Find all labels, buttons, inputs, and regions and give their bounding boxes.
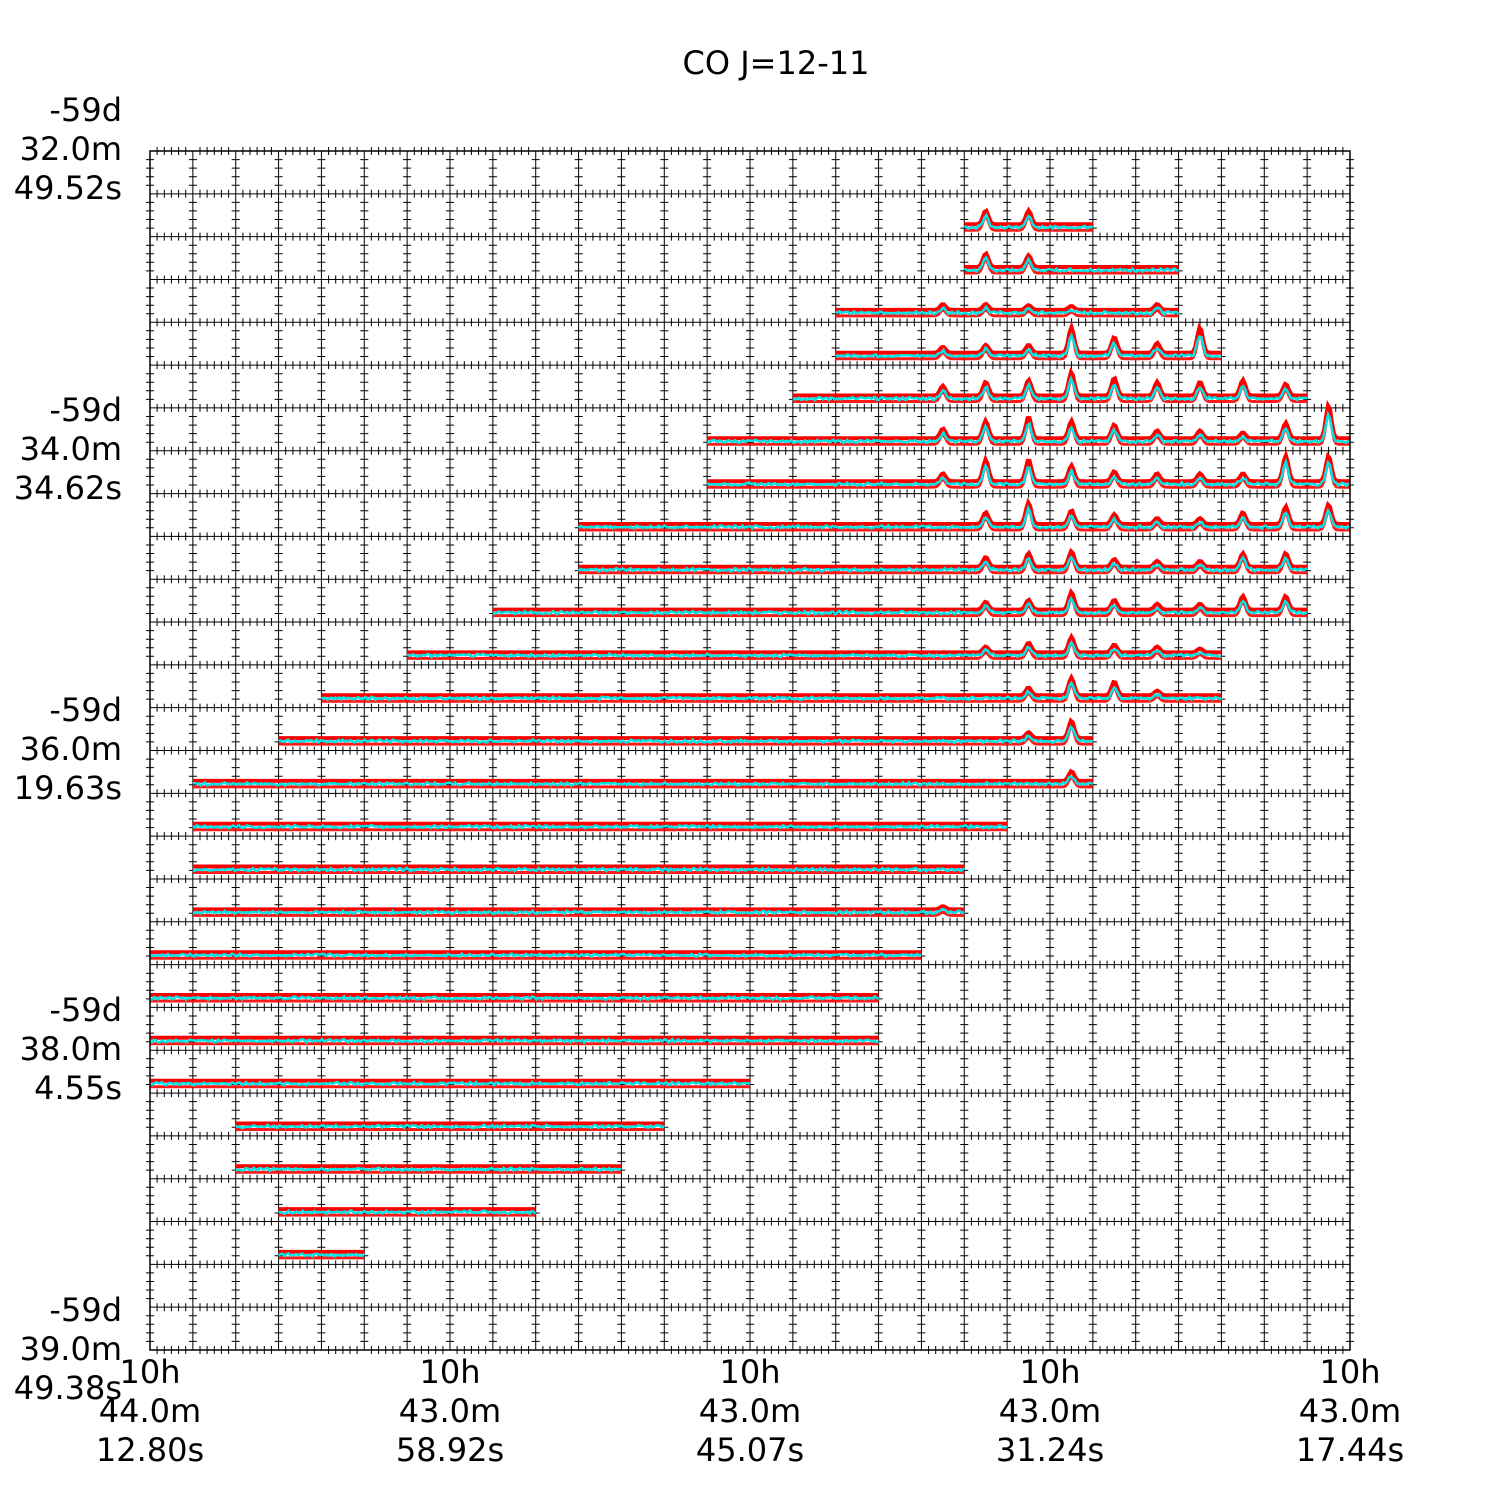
x-tick-label: 10h <box>720 1353 781 1391</box>
y-tick-label: 32.0m <box>20 130 122 168</box>
observed-spectrum-row-18 <box>149 951 922 959</box>
observed-spectrum-row-1 <box>964 212 1094 231</box>
observed-spectrum-row-14 <box>192 774 1094 788</box>
y-tick-label: -59d <box>49 91 122 129</box>
x-tick-label: 31.24s <box>996 1431 1104 1469</box>
observed-spectrum-row-17 <box>192 907 965 917</box>
model-spectrum-row-9 <box>578 547 1308 569</box>
x-tick-label: 43.0m <box>999 1392 1101 1430</box>
observed-spectrum-row-9 <box>577 555 1308 574</box>
model-baseline-row-5 <box>792 374 1308 403</box>
x-tick-label: 43.0m <box>399 1392 501 1430</box>
model-baseline-row-10 <box>492 594 1308 618</box>
model-spectrum-row-7 <box>707 449 1350 484</box>
model-baseline-row-13 <box>278 724 1093 746</box>
model-spectrum-row-8 <box>578 497 1350 526</box>
model-baseline-row-2 <box>964 257 1179 275</box>
model-spectrum-row-17 <box>192 904 965 912</box>
x-tick-label: 45.07s <box>696 1431 804 1469</box>
model-spectrum-row-3 <box>835 301 1179 312</box>
model-spectrum-row-14 <box>192 768 1093 783</box>
observed-spectrum-row-4 <box>835 332 1222 359</box>
observed-spectrum-row-16 <box>192 865 966 874</box>
y-tick-label: -59d <box>49 691 122 729</box>
y-tick-label: 38.0m <box>20 1030 122 1068</box>
observed-spectrum-row-12 <box>320 680 1223 702</box>
y-tick-label: 34.0m <box>20 430 122 468</box>
y-tick-label: 4.55s <box>34 1069 122 1107</box>
model-spectrum-row-5 <box>792 366 1308 398</box>
model-baseline-row-3 <box>835 308 1179 318</box>
x-tick-label: 44.0m <box>99 1392 201 1430</box>
model-spectrum-row-12 <box>321 672 1222 698</box>
plot-frame <box>149 150 1351 1351</box>
observed-spectrum-row-19 <box>149 994 880 1002</box>
model-baseline-row-11 <box>407 639 1222 660</box>
x-tick-label: 43.0m <box>699 1392 801 1430</box>
observed-spectrum-row-11 <box>406 639 1222 659</box>
x-axis-tick-labels: 10h44.0m12.80s10h43.0m58.92s10h43.0m45.0… <box>96 1353 1404 1469</box>
model-baseline-row-14 <box>192 775 1093 789</box>
observed-spectrum-row-22 <box>235 1122 666 1130</box>
observed-spectrum-row-20 <box>149 1037 879 1045</box>
observed-spectrum-row-3 <box>835 304 1180 317</box>
model-baseline-row-17 <box>192 910 965 917</box>
observed-spectrum-row-25 <box>277 1251 366 1259</box>
model-spectrum-row-11 <box>407 632 1222 655</box>
y-tick-label: 39.0m <box>20 1330 122 1368</box>
x-tick-label: 58.92s <box>396 1431 504 1469</box>
x-tick-label: 10h <box>420 1353 481 1391</box>
x-tick-label: 12.80s <box>96 1431 204 1469</box>
x-tick-label: 17.44s <box>1296 1431 1404 1469</box>
chart-title: CO J=12-11 <box>683 44 870 82</box>
plot-border <box>149 150 1351 1351</box>
observed-spectrum-row-23 <box>235 1165 622 1173</box>
x-tick-label: 10h <box>120 1353 181 1391</box>
observed-spectrum-row-6 <box>706 410 1351 445</box>
spectra-layer <box>149 206 1351 1260</box>
model-baseline-row-8 <box>578 504 1350 532</box>
observed-spectrum-row-24 <box>278 1208 537 1216</box>
observed-spectrum-row-15 <box>192 823 1008 831</box>
model-spectrum-row-13 <box>278 717 1093 741</box>
observed-spectrum-row-7 <box>706 457 1351 488</box>
y-tick-label: 49.52s <box>14 169 122 207</box>
y-axis-tick-labels: -59d32.0m49.52s-59d34.0m34.62s-59d36.0m1… <box>14 91 122 1407</box>
x-tick-label: 43.0m <box>1299 1392 1401 1430</box>
observed-spectrum-row-10 <box>492 595 1308 616</box>
y-tick-label: -59d <box>49 991 122 1029</box>
observed-spectrum-row-2 <box>963 255 1179 274</box>
observed-spectrum-row-5 <box>792 375 1308 402</box>
observed-spectrum-row-13 <box>278 724 1094 745</box>
model-spectrum-row-4 <box>835 320 1222 355</box>
model-spectrum-row-6 <box>707 399 1350 441</box>
model-spectrum-row-10 <box>492 587 1308 612</box>
x-tick-label: 10h <box>1020 1353 1081 1391</box>
y-tick-label: 36.0m <box>20 730 122 768</box>
x-tick-label: 10h <box>1320 1353 1381 1391</box>
y-tick-label: 19.63s <box>14 769 122 807</box>
y-tick-label: 34.62s <box>14 469 122 507</box>
y-tick-label: -59d <box>49 391 122 429</box>
model-spectrum-row-1 <box>964 206 1093 227</box>
y-tick-label: 49.38s <box>14 1369 122 1407</box>
observed-spectrum-row-21 <box>149 1080 751 1088</box>
model-baseline-row-9 <box>578 554 1308 575</box>
observed-spectrum-row-8 <box>577 504 1351 531</box>
y-tick-label: -59d <box>49 1291 122 1329</box>
model-spectrum-row-2 <box>964 250 1179 269</box>
